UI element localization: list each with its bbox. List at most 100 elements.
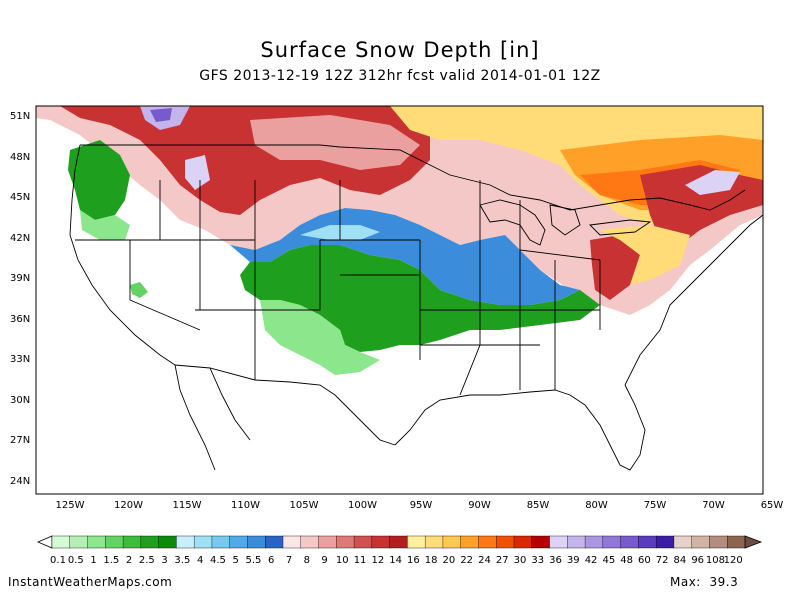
lon-label: 115W	[172, 500, 202, 511]
lon-label: 80W	[585, 500, 608, 511]
state-lines-east	[420, 180, 601, 396]
colorbar-tick-label: 108	[705, 555, 725, 566]
map-title: Surface Snow Depth [in]	[260, 38, 540, 62]
canada-border	[80, 144, 746, 211]
lon-label: 70W	[702, 500, 725, 511]
lon-label: 90W	[468, 500, 491, 511]
lon-label: 105W	[289, 500, 319, 511]
lon-label: 65W	[760, 500, 784, 511]
snow-field-lavender-rockies	[185, 155, 210, 190]
colorbar-tick-label: 3.5	[174, 555, 191, 566]
colorbar-swatch	[407, 535, 426, 549]
lon-label: 125W	[55, 500, 85, 511]
colorbar-swatch	[300, 535, 320, 549]
colorbar-tick-label: 16	[407, 555, 420, 566]
mexico-border	[174, 364, 396, 446]
colorbar-tick-label: 60	[638, 555, 651, 566]
lat-label: 24N	[10, 475, 31, 487]
colorbar-tick-label: 20	[442, 555, 456, 566]
colorbar-swatch	[211, 535, 231, 549]
colorbar-swatch	[265, 535, 284, 549]
map-subtitle: GFS 2013-12-19 12Z 312hr fcst valid 2014…	[199, 68, 601, 84]
lat-label: 48N	[10, 151, 31, 163]
state-lines-west	[75, 180, 421, 380]
colorbar-tick-label: 0.5	[67, 555, 84, 566]
colorbar-tick-label: 18	[424, 555, 438, 566]
lon-label: 75W	[643, 500, 667, 511]
colorbar-swatch	[478, 535, 497, 549]
colorbar-tick-label: 2	[125, 555, 133, 566]
snow-field-appalachian-yellow	[600, 225, 690, 285]
colorbar-max-arrow	[744, 535, 763, 549]
colorbar-tick-label: 72	[655, 555, 669, 566]
colorbar-swatch	[105, 535, 124, 549]
colorbar-tick-label: 14	[389, 555, 402, 566]
snow-depth-fields	[36, 106, 763, 375]
colorbar-swatch	[673, 535, 693, 549]
max-value: 39.3	[709, 575, 739, 589]
colorbar-swatch	[353, 535, 373, 549]
gulf-coast	[394, 384, 646, 471]
colorbar-tick-label: 7	[285, 555, 293, 566]
snow-field-north-pink-interior	[250, 115, 420, 170]
colorbar-swatch	[87, 535, 107, 549]
colorbar-tick-label: 8	[303, 555, 310, 566]
max-readout: Max: 39.3	[670, 575, 738, 589]
colorbar-swatch	[584, 535, 604, 549]
colorbar-swatch	[549, 535, 569, 549]
colorbar-tick-label: 6	[268, 555, 275, 566]
colorbar-swatch	[389, 535, 409, 549]
colorbar-tick-label: 30	[513, 555, 527, 566]
colorbar-swatch	[638, 535, 657, 549]
colorbar-swatch	[158, 535, 178, 549]
colorbar-swatch	[513, 535, 533, 549]
baja-california	[174, 364, 251, 471]
lat-label: 45N	[10, 192, 31, 203]
colorbar-tick-label: 11	[353, 555, 367, 566]
lon-label: 100W	[348, 500, 377, 511]
colorbar-swatch	[460, 535, 480, 549]
lat-label: 51N	[10, 111, 31, 122]
colorbar-tick-label: 24	[478, 555, 491, 566]
lat-label: 39N	[10, 273, 31, 284]
colorbar-tick-label: 9	[321, 555, 328, 566]
colorbar-swatch	[318, 535, 338, 549]
colorbar-swatch	[229, 535, 249, 549]
colorbar-swatch	[691, 535, 711, 549]
colorbar-tick-label: 5	[232, 555, 239, 566]
colorbar-swatch	[51, 535, 71, 549]
colorbar-swatch	[531, 535, 551, 549]
colorbar-swatch	[371, 535, 391, 549]
colorbar-tick-label: 5.5	[245, 555, 262, 566]
colorbar-tick-label: 4.5	[209, 555, 226, 566]
site-credit: InstantWeatherMaps.com	[8, 575, 173, 589]
lat-label: 33N	[10, 354, 31, 365]
colorbar-swatch	[140, 535, 160, 549]
colorbar-tick-label: 10	[335, 555, 349, 566]
colorbar-swatch	[69, 535, 89, 549]
colorbar-swatch	[122, 535, 142, 549]
colorbar-tick-label: 1	[90, 555, 97, 566]
lat-label: 27N	[10, 435, 31, 446]
colorbar-tick-label: 45	[602, 555, 616, 566]
colorbar-tick-label: 48	[620, 555, 633, 566]
colorbar-tick-label: 42	[584, 555, 598, 566]
colorbar	[36, 535, 763, 549]
colorbar-swatch	[496, 535, 515, 549]
map-boundaries	[69, 144, 763, 471]
snow-field-pacific-nw-green	[68, 140, 130, 220]
lon-label: 120W	[114, 500, 143, 511]
colorbar-swatch	[176, 535, 195, 549]
snow-field-purple-nw	[150, 108, 172, 122]
snow-field-northeast-lavender	[685, 170, 740, 195]
snow-field-sierra-green	[130, 282, 148, 298]
colorbar-tick-label: 3	[161, 555, 168, 566]
lon-label: 85W	[526, 500, 550, 511]
colorbar-tick-label: 22	[460, 555, 474, 566]
lat-label: 30N	[10, 394, 31, 406]
colorbar-tick-label: 96	[691, 555, 705, 566]
great-lakes	[479, 199, 652, 246]
colorbar-tick-label: 27	[495, 555, 509, 566]
west-coast	[69, 144, 176, 366]
colorbar-swatch	[709, 535, 728, 549]
